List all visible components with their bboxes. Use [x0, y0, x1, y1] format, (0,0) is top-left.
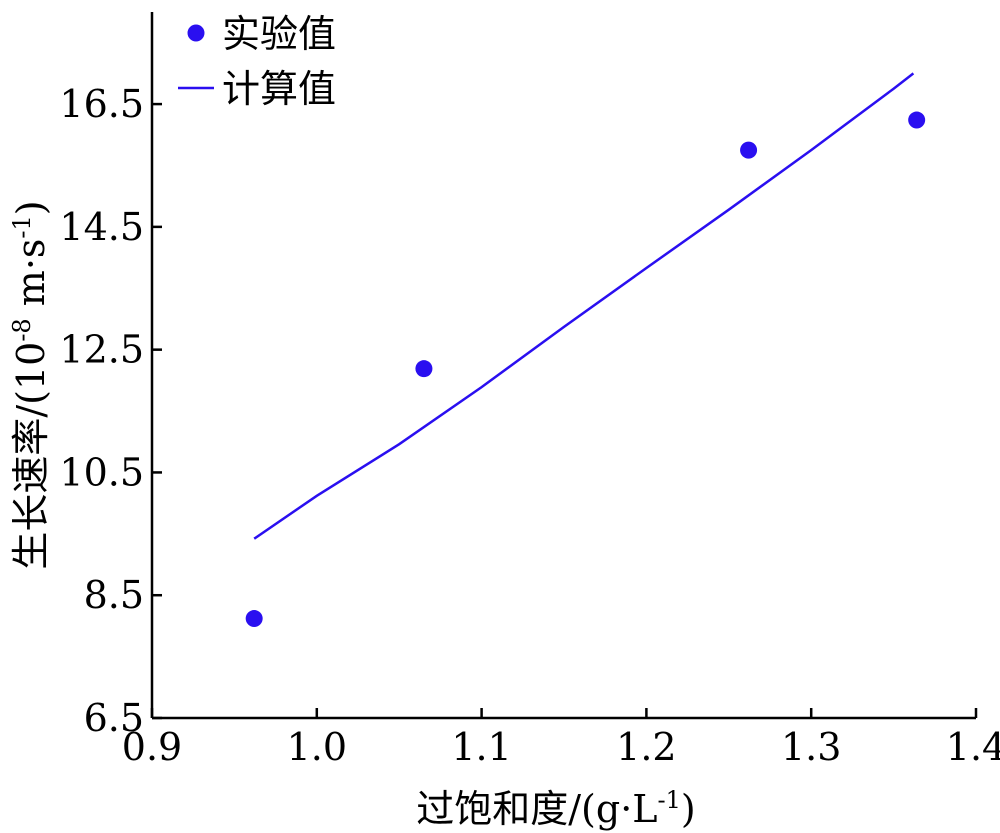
x-tick-label: 1.2: [616, 725, 676, 769]
legend-label-scatter: 实验值: [222, 12, 336, 56]
x-ticks: 0.9 1.0 1.1 1.2 1.3 1.4: [122, 708, 1000, 769]
y-tick-label: 14.5: [59, 205, 144, 249]
x-axis-title: 过饱和度/(g·L-1): [416, 786, 696, 831]
series-experimental-point: [415, 360, 433, 378]
series-experimental-point: [908, 111, 926, 129]
y-ticks: 6.5 8.5 10.5 12.5 14.5 16.5: [59, 82, 162, 740]
x-tick-label: 1.3: [781, 725, 841, 769]
legend-marker-scatter: [187, 24, 205, 42]
plot-series: [245, 72, 926, 628]
legend: 实验值 计算值: [178, 12, 336, 111]
x-tick-label: 1.4: [946, 725, 1000, 769]
x-tick-label: 0.9: [122, 725, 182, 769]
y-tick-label: 10.5: [59, 450, 144, 494]
series-experimental-point: [245, 610, 263, 628]
legend-label-line: 计算值: [222, 67, 336, 111]
y-tick-label: 6.5: [84, 696, 144, 740]
series-calculated-line: [253, 72, 915, 540]
x-tick-label: 1.0: [287, 725, 347, 769]
axes: [150, 12, 976, 720]
y-tick-label: 12.5: [59, 328, 144, 372]
series-experimental-point: [740, 141, 758, 159]
y-axis-title: 生长速率/(10-8 m·s-1): [8, 200, 53, 569]
y-tick-label: 8.5: [84, 573, 144, 617]
y-tick-label: 16.5: [59, 82, 144, 126]
x-tick-label: 1.1: [451, 725, 511, 769]
